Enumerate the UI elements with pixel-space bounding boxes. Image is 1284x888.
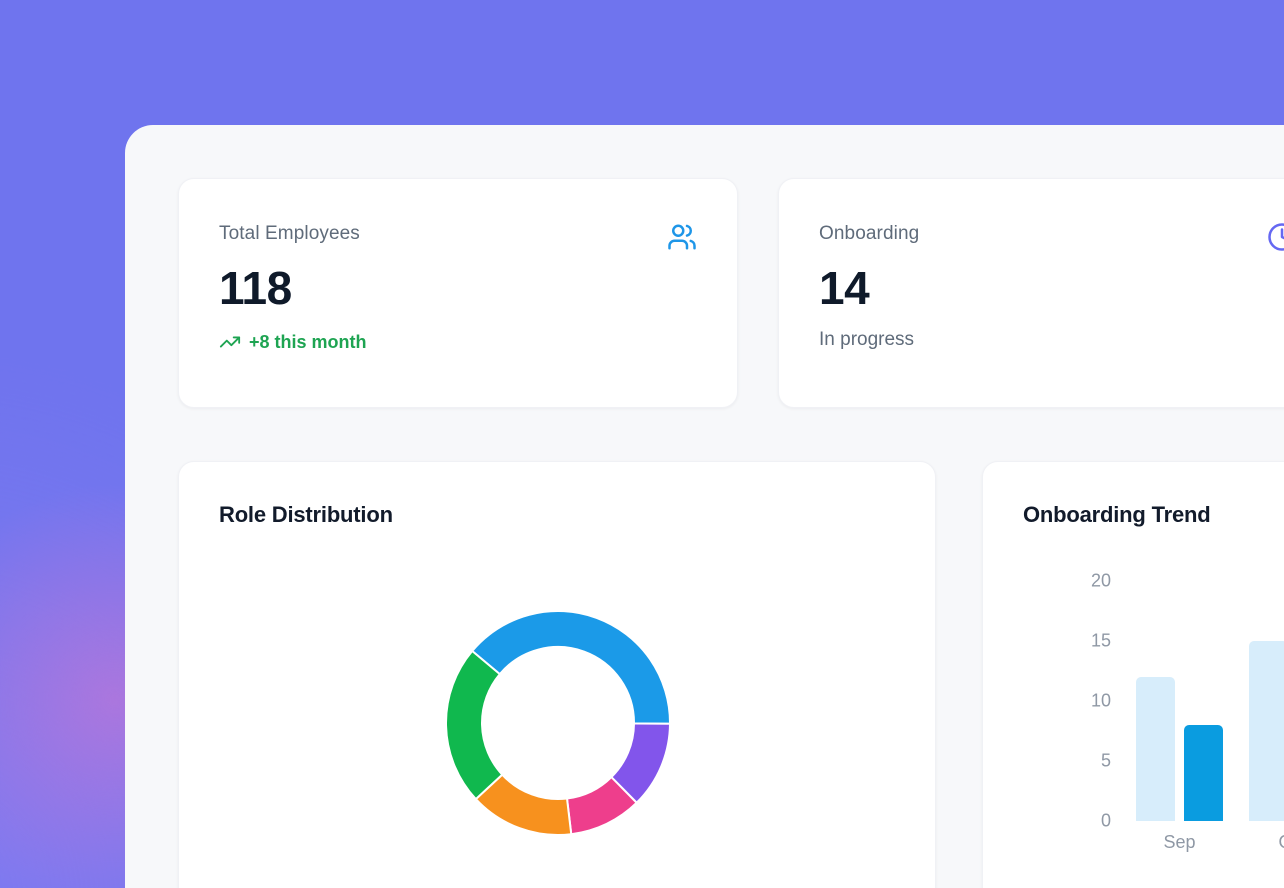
x-axis-label: Sep xyxy=(1163,832,1196,852)
y-axis-tick: 20 xyxy=(1090,570,1111,591)
y-axis-tick: 15 xyxy=(1090,630,1111,651)
onboarding-trend-card: Onboarding Trend 20 15 10 5 0 Sep Oct xyxy=(982,461,1284,888)
trending-up-icon xyxy=(219,331,241,353)
stat-trend-text: +8 this month xyxy=(249,331,367,352)
role-distribution-card: Role Distribution xyxy=(178,461,936,888)
stat-value: 14 xyxy=(819,262,870,314)
y-axis-tick: 5 xyxy=(1100,750,1111,771)
bar-light-blue-bars-oct[interactable] xyxy=(1249,641,1284,821)
bar-light-blue-bars-sep[interactable] xyxy=(1136,677,1175,821)
y-axis-tick: 0 xyxy=(1100,810,1111,831)
stat-label: Onboarding xyxy=(819,223,920,244)
stat-subtext: In progress xyxy=(819,329,915,350)
onboarding-trend-chart[interactable]: 20 15 10 5 0 Sep Oct xyxy=(983,462,1284,888)
donut-segment-blue[interactable] xyxy=(470,610,672,725)
total-employees-card: Total Employees 118 +8 this month xyxy=(178,178,738,408)
clock-icon xyxy=(1267,222,1284,252)
y-axis-tick: 10 xyxy=(1090,690,1111,711)
dashboard-panel: Total Employees 118 +8 this month Onboar… xyxy=(125,125,1284,888)
chart-title: Onboarding Trend xyxy=(1023,502,1211,527)
users-icon xyxy=(667,222,697,252)
role-distribution-donut[interactable] xyxy=(428,593,688,853)
onboarding-card: Onboarding 14 In progress xyxy=(778,178,1284,408)
x-axis-label: Oct xyxy=(1248,832,1284,853)
chart-title: Role Distribution xyxy=(219,502,393,527)
donut-segment-green[interactable] xyxy=(445,649,504,801)
bar-dark-blue-bars-sep[interactable] xyxy=(1184,725,1223,821)
stat-trend: +8 this month xyxy=(219,331,697,353)
stat-label: Total Employees xyxy=(219,223,360,244)
stat-value: 118 xyxy=(219,262,292,314)
